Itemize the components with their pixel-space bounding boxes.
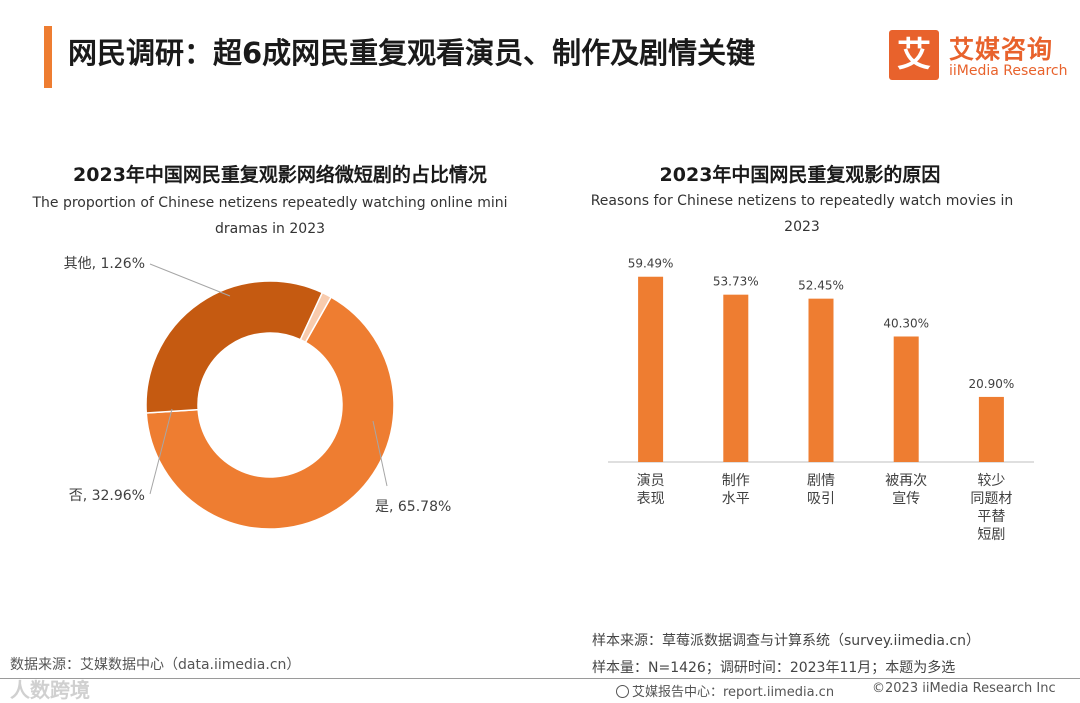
pie-slice-yes <box>145 296 395 530</box>
data-source-text: 数据来源：艾媒数据中心（data.iimedia.cn） <box>10 657 301 673</box>
bar-value-label-1: 59.49% <box>628 257 674 271</box>
bar-value-label-2: 53.73% <box>713 275 759 289</box>
pie-chart-title: 2023年中国网民重复观影网络微短剧的占比情况 <box>73 164 487 186</box>
watermark-text: 人数跨境 <box>10 678 90 702</box>
bar-4 <box>893 336 919 462</box>
bar-chart-title: 2023年中国网民重复观影的原因 <box>659 164 941 186</box>
globe-icon <box>616 685 629 698</box>
pie-slice-other <box>299 291 333 344</box>
sample-size-text: 样本量：N=1426；调研时间：2023年11月；本题为多选 <box>592 660 956 676</box>
sample-source-text: 样本来源：草莓派数据调查与计算系统（survey.iimedia.cn） <box>592 633 980 649</box>
report-center-text: 艾媒报告中心：report.iimedia.cn <box>632 685 835 700</box>
footer-divider <box>0 678 1080 679</box>
bar-category-label-5-1: 较少 <box>977 473 1005 489</box>
iimedia-logo: 艾 艾媒咨询 iiMedia Research <box>889 30 1068 82</box>
bar-category-label-4-2: 宣传 <box>892 491 920 507</box>
logo-en-text: iiMedia Research <box>949 63 1068 79</box>
bar-value-label-5: 20.90% <box>969 377 1015 391</box>
pie-label-other: 其他, 1.26% <box>64 256 145 272</box>
bar-category-label-2-1: 制作 <box>722 473 750 489</box>
report-center-link[interactable]: 艾媒报告中心：report.iimedia.cn <box>616 681 834 700</box>
pie-label-yes-leader <box>372 420 388 487</box>
bar-chart-subtitle: Reasons for Chinese netizens to repeated… <box>590 193 1014 235</box>
bar-category-label-3-1: 剧情 <box>807 473 835 489</box>
bar-category-label-4-1: 被再次 <box>885 473 927 489</box>
bar-category-label-3-2: 吸引 <box>807 491 835 507</box>
bar-5 <box>978 396 1004 462</box>
pie-chart: 是, 65.78% 否, 32.96% 其他, 1.26% <box>64 256 451 530</box>
pie-label-yes: 是, 65.78% <box>375 499 451 515</box>
bar-3 <box>808 298 834 462</box>
bar-category-label-1-2: 表现 <box>637 491 665 507</box>
copyright-text: ©2023 iiMedia Research Inc <box>872 681 1056 696</box>
logo-cn-text: 艾媒咨询 <box>949 35 1054 64</box>
bar-category-label-1-1: 演员 <box>637 473 665 489</box>
pie-slice-no <box>145 280 324 414</box>
bar-category-label-5-4: 短剧 <box>977 527 1005 543</box>
bar-value-label-3: 52.45% <box>798 279 844 293</box>
bar-value-label-4: 40.30% <box>883 316 929 330</box>
page-title: 网民调研：超6成网民重复观看演员、制作及剧情关键 <box>68 36 756 70</box>
bar-2 <box>723 294 749 462</box>
pie-label-other-leader <box>149 263 231 297</box>
title-accent-bar <box>44 26 52 88</box>
bar-category-label-5-2: 同题材 <box>970 491 1012 507</box>
bar-1 <box>638 276 664 462</box>
pie-chart-subtitle: The proportion of Chinese netizens repea… <box>32 195 508 237</box>
pie-label-no: 否, 32.96% <box>69 488 145 504</box>
pie-label-no-leader <box>149 408 173 495</box>
bar-category-label-2-2: 水平 <box>722 491 750 507</box>
logo-mark-icon: 艾 <box>889 30 939 80</box>
bar-category-label-5-3: 平替 <box>977 509 1005 525</box>
